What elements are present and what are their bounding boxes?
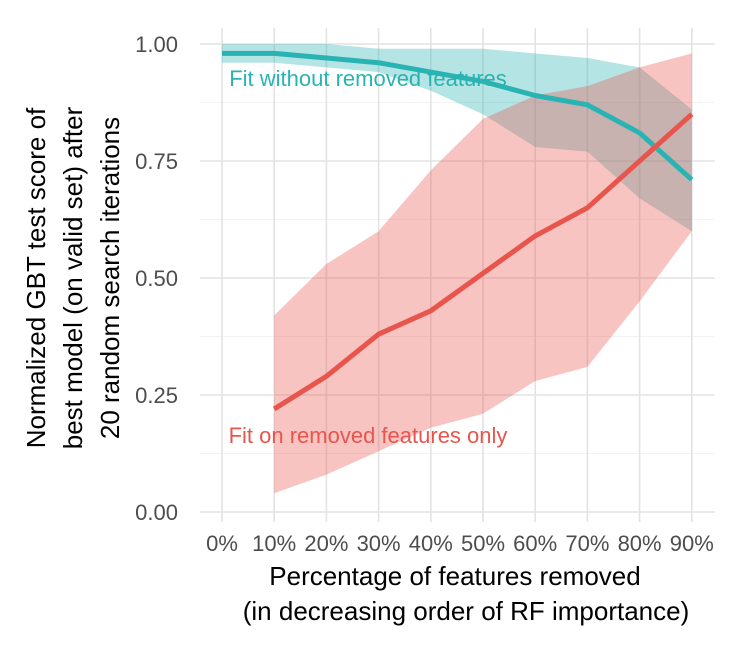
x-tick-label: 0% [206,531,238,556]
y-axis-title-line3: 20 random search iterations [95,117,125,439]
x-axis-title-line1: Percentage of features removed [269,561,640,591]
x-tick-label: 20% [304,531,348,556]
panel-background [200,28,715,522]
y-tick-label: 0.50 [135,266,178,291]
x-tick-label: 50% [461,531,505,556]
x-tick-label: 60% [513,531,557,556]
y-axis-title-line2: best model (on valid set) after [58,106,88,449]
series-label-removed-only: Fit on removed features only [229,423,508,448]
y-axis-title: Normalized GBT test score of best model … [21,106,125,449]
plot-panel [200,28,715,522]
x-tick-label: 10% [252,531,296,556]
series-label-without-removed: Fit without removed features [229,66,507,91]
x-tick-label: 40% [409,531,453,556]
y-tick-label: 1.00 [135,32,178,57]
y-tick-label: 0.00 [135,500,178,525]
y-tick-label: 0.25 [135,383,178,408]
y-tick-label: 0.75 [135,149,178,174]
confidence-band-without-removed [222,44,692,232]
series-lines [222,50,694,412]
y-tick-labels: 0.00 0.25 0.50 0.75 1.00 [135,32,178,525]
series-labels: Fit without removed features Fit on remov… [229,66,508,448]
y-axis-title-line1: Normalized GBT test score of [21,107,51,448]
x-axis-title-line2: (in decreasing order of RF importance) [243,596,690,626]
x-tick-labels: 0% 10% 20% 30% 40% 50% 60% 70% 80% 90% [206,531,714,556]
x-tick-label: 90% [670,531,714,556]
x-tick-label: 30% [357,531,401,556]
series-line-without-removed [222,50,694,182]
x-tick-label: 80% [618,531,662,556]
series-line-removed-only [272,112,694,412]
x-tick-label: 70% [565,531,609,556]
